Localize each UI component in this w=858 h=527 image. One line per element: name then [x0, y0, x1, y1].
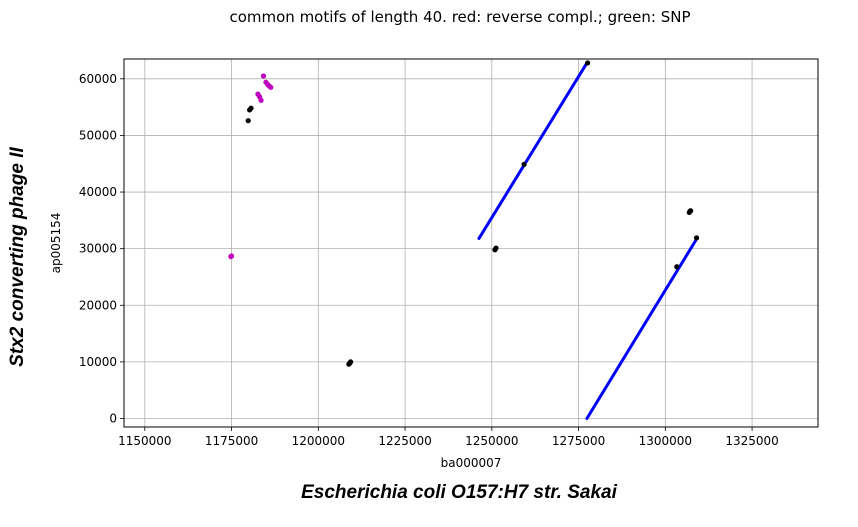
match-point: [521, 161, 527, 167]
match-point: [584, 60, 591, 66]
x-tick-label: 1300000: [639, 434, 692, 448]
match-point: [347, 359, 354, 365]
x-tick-label: 1175000: [205, 434, 258, 448]
match-point: [248, 105, 254, 111]
plot-frame: [123, 58, 819, 428]
reverse-complement-point: [258, 97, 264, 103]
y-genome-title: Stx2 converting phage II: [7, 147, 28, 367]
y-tick-label: 60000: [79, 72, 117, 86]
forward-match-line: [585, 236, 699, 421]
x-axis-label: ba000007: [441, 456, 502, 470]
match-point: [245, 118, 251, 124]
x-tick-label: 1225000: [378, 434, 431, 448]
axis-ticks: 1150000 1175000 1200000 1225000 1250000 12750…: [79, 72, 779, 448]
x-tick-label: 1250000: [465, 434, 518, 448]
x-tick-label: 1200000: [292, 434, 345, 448]
match-point: [493, 245, 499, 251]
y-tick-label: 50000: [79, 128, 117, 142]
y-tick-label: 10000: [79, 355, 117, 369]
x-tick-label: 1325000: [725, 434, 778, 448]
reverse-complement-point: [228, 253, 235, 259]
y-axis-label: ap005154: [49, 213, 63, 274]
data-marks: [228, 60, 700, 421]
y-tick-label: 20000: [79, 298, 117, 312]
reverse-complement-point: [260, 73, 267, 79]
y-tick-label: 0: [109, 412, 117, 426]
match-point: [688, 208, 694, 214]
x-tick-label: 1275000: [552, 434, 605, 448]
match-point: [693, 235, 700, 241]
chart-title: common motifs of length 40. red: reverse…: [229, 8, 691, 26]
y-tick-label: 40000: [79, 185, 117, 199]
forward-match-line: [477, 62, 589, 240]
match-point: [674, 264, 680, 270]
x-genome-title: Escherichia coli O157:H7 str. Sakai: [301, 482, 617, 503]
y-tick-label: 30000: [79, 242, 117, 256]
x-tick-label: 1150000: [118, 434, 171, 448]
reverse-complement-point: [268, 84, 274, 90]
grid-lines: [124, 59, 818, 427]
